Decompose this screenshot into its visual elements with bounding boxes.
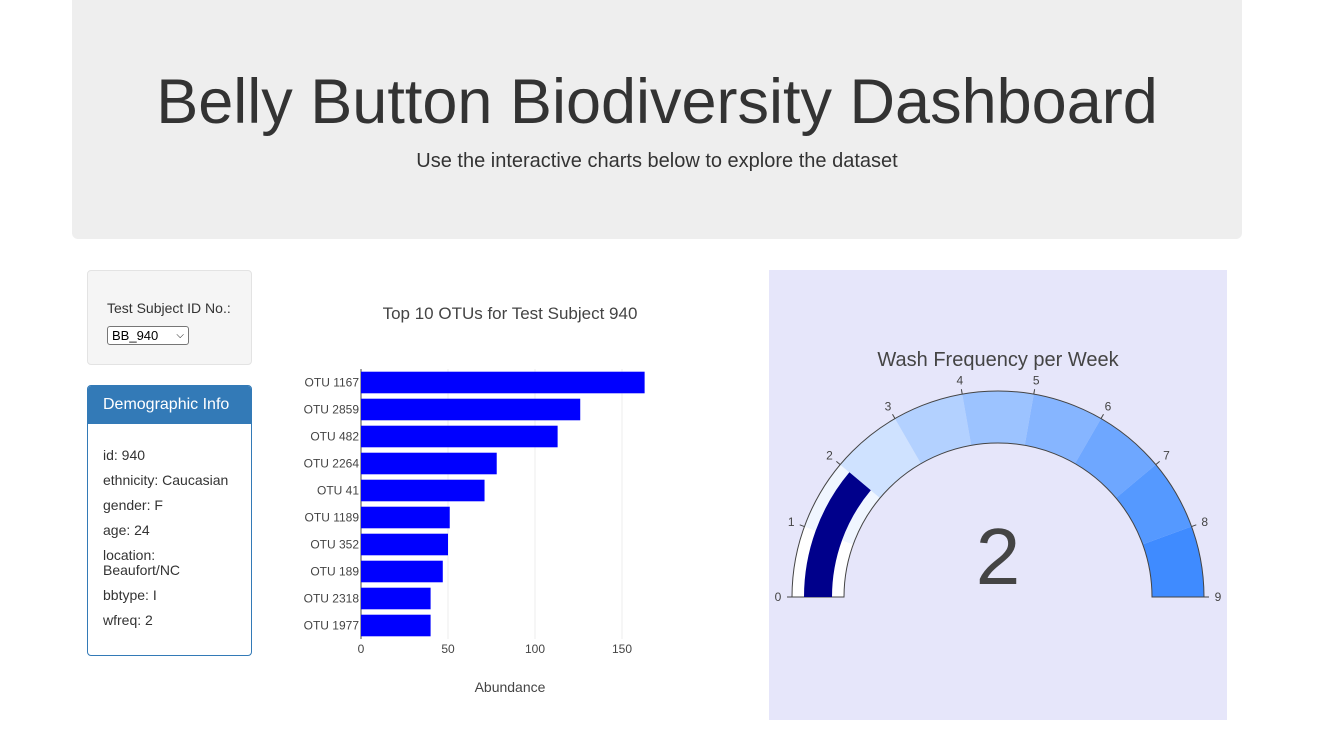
- gauge-step-8: [1142, 526, 1204, 597]
- bar-xtick-label: 100: [525, 642, 545, 656]
- bar-otu-352[interactable]: [361, 533, 448, 556]
- gauge-tick-label: 1: [788, 515, 795, 529]
- meta-bbtype: bbtype: I: [103, 587, 157, 603]
- bar-otu-1167[interactable]: [361, 371, 645, 394]
- gauge-tick-label: 5: [1033, 373, 1040, 387]
- bar-category-label: OTU 1189: [305, 511, 360, 525]
- bar-xtick-label: 0: [358, 642, 365, 656]
- subject-id-select[interactable]: BB_940 ⌵: [107, 326, 189, 345]
- meta-ethnicity: ethnicity: Caucasian: [103, 472, 229, 488]
- gauge-tick-label: 0: [775, 590, 782, 604]
- gauge-step-6: [1075, 418, 1156, 499]
- gauge-step-7: [1115, 464, 1192, 545]
- meta-gender: gender: F: [103, 497, 163, 513]
- gauge-tick: [960, 389, 963, 395]
- bar-otu-41[interactable]: [361, 479, 485, 502]
- bar-category-label: OTU 41: [317, 484, 359, 498]
- bar-xtick-label: 150: [612, 642, 632, 656]
- gauge-step-3: [895, 394, 972, 464]
- demographic-panel: Demographic Info id: 940 ethnicity: Cauc…: [87, 385, 252, 656]
- bar-xtick-label: 50: [441, 642, 455, 656]
- gauge-tick-label: 2: [826, 449, 833, 463]
- bar-category-label: OTU 352: [310, 538, 359, 552]
- gauge-step-2: [840, 418, 921, 499]
- bar-category-label: OTU 2859: [304, 403, 360, 417]
- bar-otu-189[interactable]: [361, 560, 443, 583]
- bar-category-label: OTU 482: [310, 430, 359, 444]
- gauge-tick: [1100, 414, 1104, 419]
- meta-location: location: Beaufort/NC: [103, 547, 181, 578]
- bar-otu-482[interactable]: [361, 425, 558, 448]
- meta-id: id: 940: [103, 447, 146, 463]
- gauge-tick-label: 6: [1105, 399, 1112, 413]
- bar-chart-title: Top 10 OTUs for Test Subject 940: [383, 304, 638, 323]
- demographic-body: id: 940 ethnicity: Caucasian gender: F a…: [88, 424, 251, 628]
- gauge-tick: [799, 524, 805, 528]
- otu-bar-chart[interactable]: Top 10 OTUs for Test Subject 940 Abundan…: [262, 270, 742, 720]
- bar-otu-2318[interactable]: [361, 587, 431, 610]
- gauge-tick: [1191, 524, 1197, 528]
- gauge-step-5: [1024, 394, 1101, 464]
- bar-otu-1189[interactable]: [361, 506, 450, 529]
- bar-otu-1977[interactable]: [361, 614, 431, 637]
- bar-category-label: OTU 2264: [304, 457, 360, 471]
- subject-selector-panel: Test Subject ID No.: BB_940 ⌵: [87, 270, 252, 365]
- bar-category-label: OTU 2318: [304, 592, 360, 606]
- gauge-tick-label: 9: [1215, 590, 1222, 604]
- gauge-tick: [892, 414, 896, 419]
- bar-chart-xlabel: Abundance: [475, 679, 546, 695]
- gauge-value-bar: [804, 472, 871, 597]
- gauge-value: 2: [976, 512, 1021, 601]
- header-banner: Belly Button Biodiversity Dashboard Use …: [72, 0, 1242, 239]
- meta-age: age: 24: [103, 522, 150, 538]
- subject-id-selected: BB_940: [112, 328, 159, 343]
- bar-category-label: OTU 1977: [304, 619, 360, 633]
- demographic-heading: Demographic Info: [88, 386, 251, 424]
- gauge-tick: [836, 460, 841, 465]
- page-title: Belly Button Biodiversity Dashboard: [156, 67, 1158, 137]
- wash-frequency-gauge[interactable]: Wash Frequency per Week 0 1 2 3 4 5 6 7 8 9 2: [769, 270, 1227, 720]
- gauge-outline: [791, 390, 1205, 598]
- gauge-tick-label: 3: [885, 399, 892, 413]
- gauge-tick: [1033, 389, 1036, 395]
- bar-category-label: OTU 1167: [305, 376, 360, 390]
- bar-category-label: OTU 189: [310, 565, 359, 579]
- gauge-tick-label: 4: [956, 373, 963, 387]
- subject-selector-label: Test Subject ID No.:: [107, 300, 231, 316]
- meta-wfreq: wfreq: 2: [103, 612, 153, 628]
- gauge-tick-label: 7: [1163, 449, 1170, 463]
- page-subtitle: Use the interactive charts below to expl…: [416, 150, 898, 172]
- bar-otu-2859[interactable]: [361, 398, 581, 421]
- chevron-down-icon: ⌵: [176, 330, 184, 341]
- gauge-title: Wash Frequency per Week: [877, 349, 1119, 371]
- gauge-step-4: [962, 391, 1034, 446]
- bar-otu-2264[interactable]: [361, 452, 497, 475]
- gauge-tick: [1155, 460, 1160, 465]
- gauge-tick-label: 8: [1201, 515, 1208, 529]
